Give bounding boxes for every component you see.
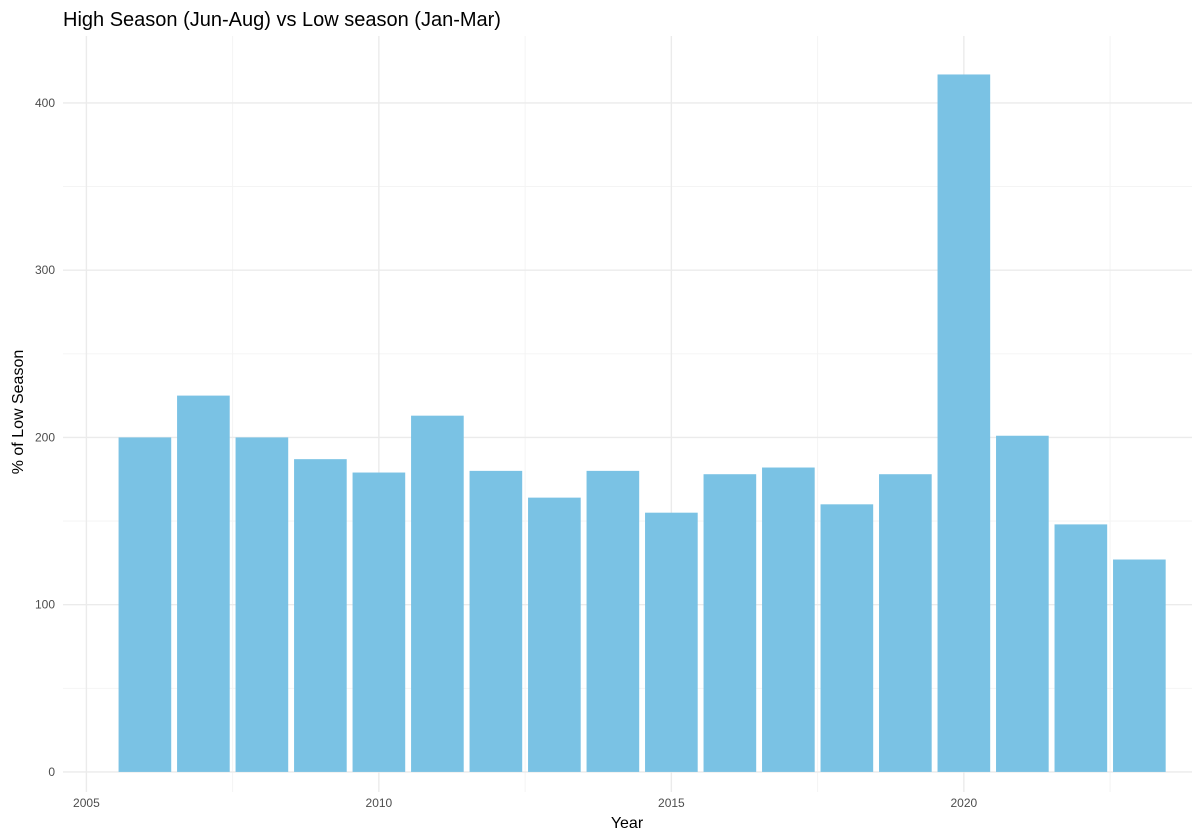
- bar-2012: [469, 470, 523, 772]
- bar-2023: [1113, 559, 1166, 772]
- y-tick-label: 0: [48, 765, 55, 779]
- y-tick-label: 300: [35, 263, 55, 277]
- bar-2018: [820, 504, 874, 772]
- y-tick-label: 100: [35, 598, 55, 612]
- x-tick-label: 2020: [951, 796, 978, 810]
- x-tick-label: 2015: [658, 796, 685, 810]
- bar-2007: [177, 395, 230, 772]
- y-axis-ticks: 0 100 200 300 400: [35, 96, 55, 779]
- chart-title: High Season (Jun-Aug) vs Low season (Jan…: [63, 9, 501, 31]
- bar-2022: [1054, 524, 1108, 772]
- x-axis-title: Year: [611, 815, 644, 832]
- bar-2021: [996, 435, 1049, 772]
- x-tick-label: 2005: [73, 796, 100, 810]
- bars: [118, 74, 1166, 772]
- bar-2019: [879, 474, 932, 772]
- bar-2014: [586, 470, 640, 772]
- bar-2010: [352, 472, 406, 772]
- y-axis-title: % of Low Season: [10, 350, 27, 475]
- x-tick-label: 2010: [366, 796, 393, 810]
- bar-2009: [294, 459, 347, 772]
- y-tick-label: 400: [35, 96, 55, 110]
- bar-2016: [703, 474, 757, 772]
- bar-2017: [762, 467, 815, 772]
- x-axis-ticks: 2005 2010 2015 2020: [73, 796, 977, 810]
- bar-2020: [937, 74, 991, 772]
- bar-2011: [411, 415, 464, 772]
- bar-2008: [235, 437, 289, 772]
- y-tick-label: 200: [35, 430, 55, 444]
- bar-2013: [528, 497, 581, 772]
- bar-2006: [118, 437, 172, 772]
- bar-2015: [645, 512, 698, 772]
